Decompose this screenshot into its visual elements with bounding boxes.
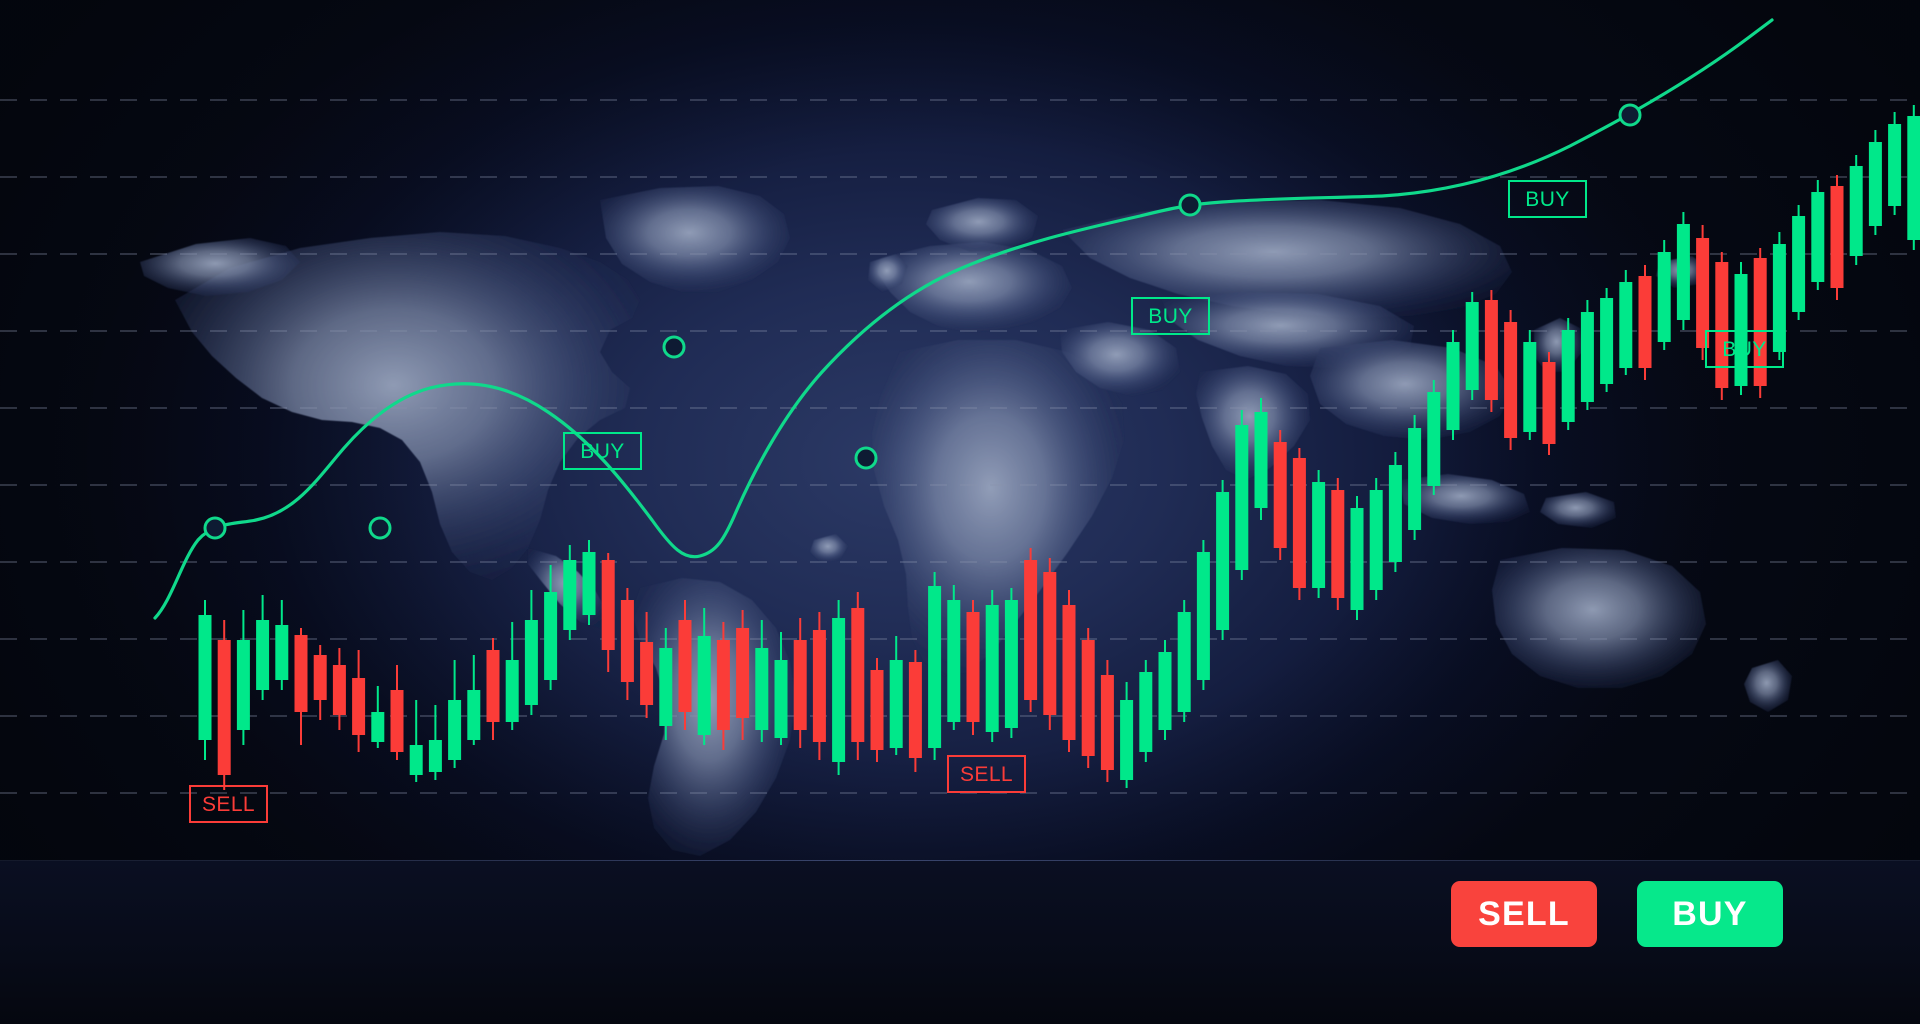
signal-label-buy-1[interactable]: BUY — [563, 432, 642, 470]
sell-button[interactable]: SELL — [1451, 881, 1597, 947]
footer-divider — [0, 860, 1920, 861]
signal-label-buy-5[interactable]: BUY — [1705, 330, 1784, 368]
buy-button[interactable]: BUY — [1637, 881, 1783, 947]
signal-label-buy-3[interactable]: BUY — [1131, 297, 1210, 335]
signal-label-sell-0[interactable]: SELL — [189, 785, 268, 823]
signal-label-buy-4[interactable]: BUY — [1508, 180, 1587, 218]
action-bar: SELL BUY — [0, 861, 1920, 1024]
signal-label-sell-2[interactable]: SELL — [947, 755, 1026, 793]
